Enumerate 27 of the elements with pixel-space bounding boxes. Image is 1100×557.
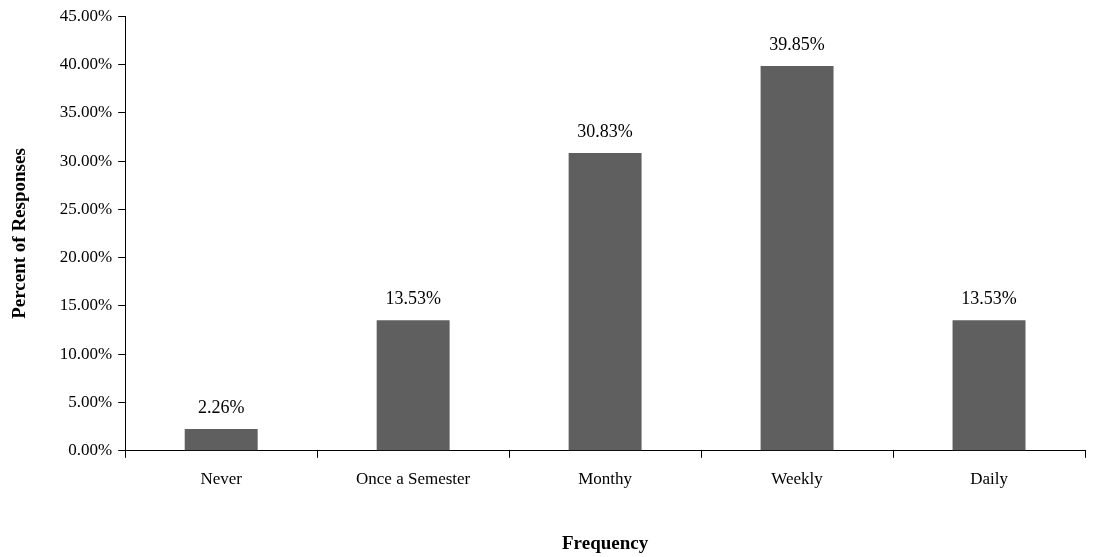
y-tick-label: 35.00% [59, 102, 113, 122]
y-tick-label: 15.00% [59, 295, 113, 315]
x-tick-label: Daily [970, 469, 1009, 489]
y-tick-label: 0.00% [68, 440, 113, 460]
y-tick-label: 20.00% [59, 247, 113, 267]
y-tick-label: 30.00% [59, 150, 113, 170]
bar [184, 428, 258, 451]
data-label: 39.85% [769, 33, 825, 54]
x-tick-label: Weekly [771, 469, 824, 489]
data-label: 13.53% [385, 287, 441, 308]
y-tick-label: 45.00% [59, 5, 113, 25]
bar [376, 320, 450, 451]
y-axis-title: Percent of Responses [8, 148, 30, 319]
y-tick-label: 40.00% [59, 53, 113, 73]
bar [952, 320, 1026, 451]
x-axis-title: Frequency [562, 531, 649, 553]
data-label: 13.53% [961, 287, 1017, 308]
data-label: 30.83% [577, 120, 633, 141]
y-tick-label: 25.00% [59, 198, 113, 218]
bar [568, 153, 642, 451]
x-tick-label: Monthy [578, 469, 633, 489]
bar [760, 65, 834, 451]
y-tick-label: 10.00% [59, 343, 113, 363]
x-tick-label: Once a Semester [356, 469, 471, 489]
y-tick-label: 5.00% [68, 391, 113, 411]
x-tick-label: Never [200, 469, 243, 489]
data-label: 2.26% [197, 396, 245, 417]
